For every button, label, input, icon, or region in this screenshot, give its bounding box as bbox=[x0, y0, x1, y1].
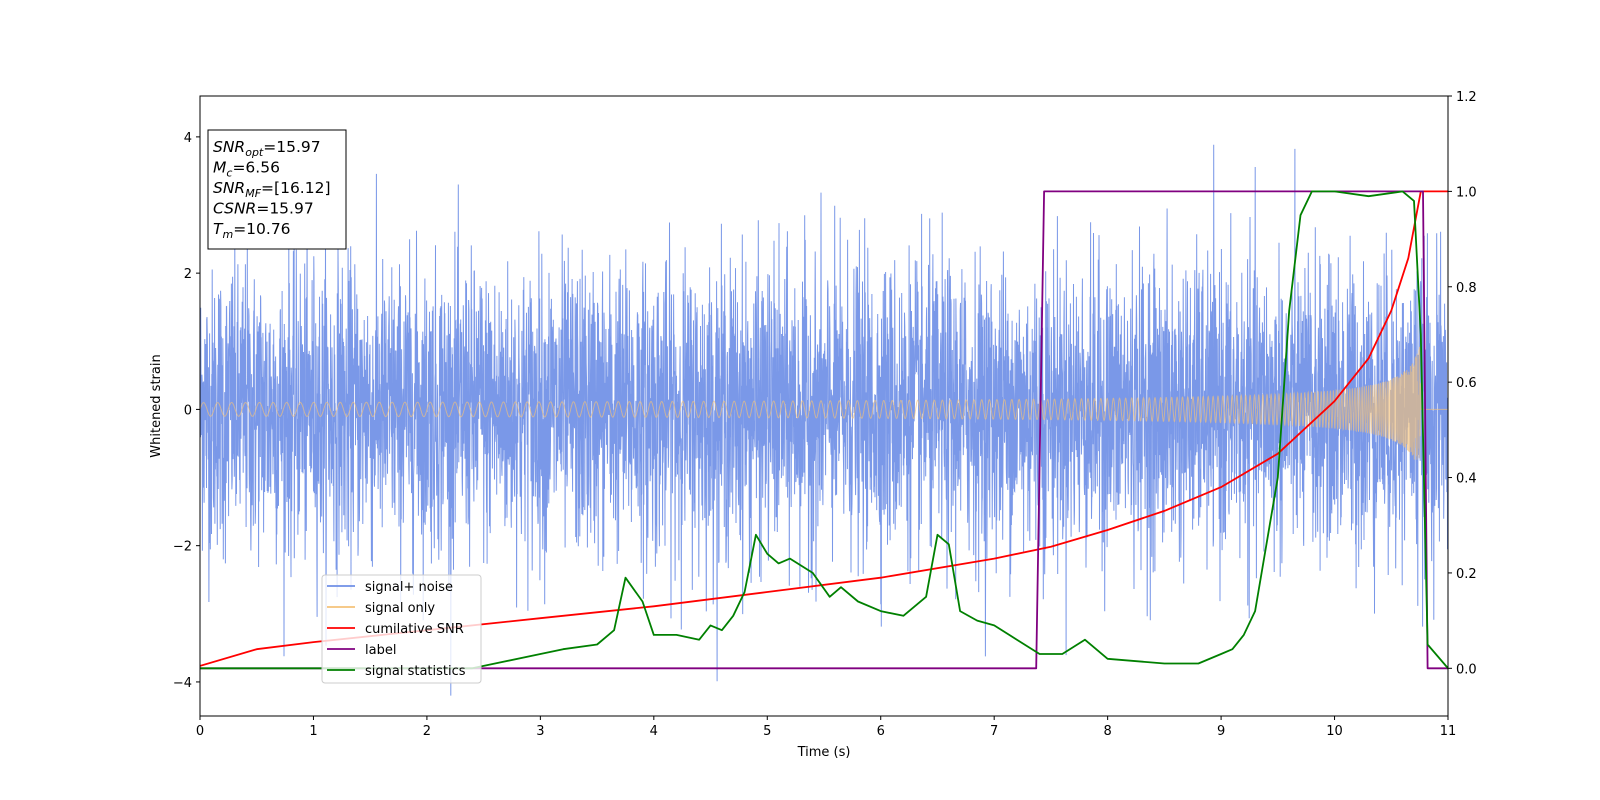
y-left-axis-label: Whitened strain bbox=[149, 354, 164, 457]
y-left-tick-label: 2 bbox=[184, 267, 192, 282]
annotation-subscript: MF bbox=[245, 187, 261, 200]
y-right-tick-label: 0.8 bbox=[1456, 281, 1477, 296]
x-axis-label: Time (s) bbox=[797, 745, 851, 760]
annotation-symbol: T bbox=[213, 220, 224, 238]
annotation-symbol: SNR bbox=[213, 138, 245, 156]
legend-label: signal only bbox=[365, 601, 435, 616]
annotation-value: =15.97 bbox=[256, 200, 313, 218]
y-right-tick-label: 0.6 bbox=[1456, 376, 1477, 391]
series-signal-noise bbox=[200, 144, 1448, 696]
series-signal-only bbox=[200, 346, 1448, 460]
series-label bbox=[200, 190, 1448, 670]
x-tick-label: 2 bbox=[423, 724, 431, 739]
annotation-line: Tm=10.76 bbox=[213, 220, 291, 241]
annotation-value: =10.76 bbox=[233, 220, 290, 238]
annotation-value: =[16.12] bbox=[261, 179, 330, 197]
x-tick-label: 7 bbox=[990, 724, 998, 739]
annotation-symbol: M bbox=[213, 159, 226, 177]
y-right-tick-label: 1.2 bbox=[1456, 90, 1477, 105]
annotation-subscript: opt bbox=[245, 146, 264, 159]
x-tick-label: 0 bbox=[196, 724, 204, 739]
annotation-value: =15.97 bbox=[263, 138, 320, 156]
y-right-tick-label: 0.2 bbox=[1456, 567, 1477, 582]
x-tick-label: 1 bbox=[309, 724, 317, 739]
legend-label: cumilative SNR bbox=[365, 622, 464, 637]
y-left-tick-label: −2 bbox=[173, 540, 192, 555]
legend-label: label bbox=[365, 643, 396, 658]
annotation-symbol: CSNR bbox=[213, 200, 256, 218]
annotation-line: CSNR=15.97 bbox=[213, 200, 314, 218]
y-right-tick-label: 0.4 bbox=[1456, 472, 1477, 487]
plot-frame bbox=[199, 95, 1449, 717]
x-tick-label: 5 bbox=[763, 724, 771, 739]
x-tick-label: 3 bbox=[536, 724, 544, 739]
annotation-line: SNRMF=[16.12] bbox=[213, 179, 331, 200]
y-left-tick-label: 4 bbox=[184, 131, 192, 146]
annotation-subscript: c bbox=[226, 167, 232, 180]
x-tick-label: 4 bbox=[650, 724, 658, 739]
series-signal-statistics bbox=[200, 190, 1448, 670]
y-right-tick-label: 0.0 bbox=[1456, 662, 1477, 677]
annotation-value: =6.56 bbox=[232, 159, 280, 177]
annotation-box bbox=[207, 129, 347, 250]
x-tick-label: 11 bbox=[1440, 724, 1457, 739]
x-tick-label: 8 bbox=[1103, 724, 1111, 739]
legend-box bbox=[321, 574, 482, 684]
y-left-tick-label: −4 bbox=[173, 676, 192, 691]
x-tick-label: 9 bbox=[1217, 724, 1225, 739]
annotation-line: SNRopt=15.97 bbox=[213, 138, 321, 159]
annotation-symbol: SNR bbox=[213, 179, 245, 197]
annotation-line: Mc=6.56 bbox=[213, 159, 280, 180]
y-right-tick-label: 1.0 bbox=[1456, 185, 1477, 200]
annotation-subscript: m bbox=[222, 228, 233, 241]
x-tick-label: 10 bbox=[1326, 724, 1343, 739]
y-left-tick-label: 0 bbox=[184, 403, 192, 418]
legend-label: signal+ noise bbox=[365, 580, 453, 595]
x-tick-label: 6 bbox=[877, 724, 885, 739]
legend-label: signal statistics bbox=[365, 664, 466, 679]
